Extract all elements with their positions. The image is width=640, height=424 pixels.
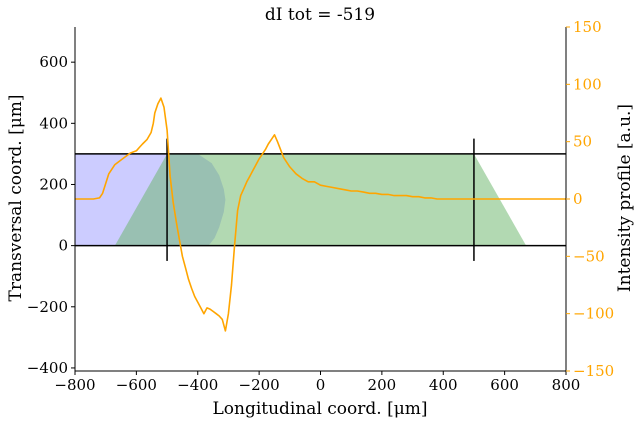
plot-data-group	[75, 97, 566, 332]
y-tick-label: −200	[27, 298, 68, 316]
y2-tick-label: 0	[573, 190, 583, 208]
y2-axis-label: Intensity profile [a.u.]	[615, 104, 635, 292]
y2-tick-label: 50	[573, 133, 592, 151]
x-tick-label: 0	[316, 376, 326, 394]
y-tick-label: −400	[27, 359, 68, 377]
y2-tick-label: −50	[573, 247, 605, 265]
intensity-series-line-0	[75, 97, 566, 332]
y2-tick-label: 100	[573, 75, 602, 93]
y2-tick-label: 150	[573, 18, 602, 36]
y2-tick-label: −100	[573, 305, 614, 323]
x-tick-label: 800	[552, 376, 581, 394]
y-tick-label: 200	[39, 175, 68, 193]
x-tick-label: −200	[239, 376, 280, 394]
x-tick-label: −400	[177, 376, 218, 394]
y-tick-label: 400	[39, 114, 68, 132]
y-tick-label: 0	[58, 237, 68, 255]
x-tick-label: −800	[54, 376, 95, 394]
y2-tick-label: −150	[573, 362, 614, 380]
chart-title: dI tot = -519	[265, 5, 375, 25]
green-region	[114, 153, 527, 246]
x-tick-label: 400	[429, 376, 458, 394]
x-tick-label: 200	[368, 376, 397, 394]
y-axis-label: Transversal coord. [μm]	[6, 94, 26, 301]
x-axis-label: Longitudinal coord. [μm]	[212, 399, 427, 419]
x-tick-label: 600	[490, 376, 519, 394]
x-tick-label: −600	[116, 376, 157, 394]
y-tick-label: 600	[39, 53, 68, 71]
